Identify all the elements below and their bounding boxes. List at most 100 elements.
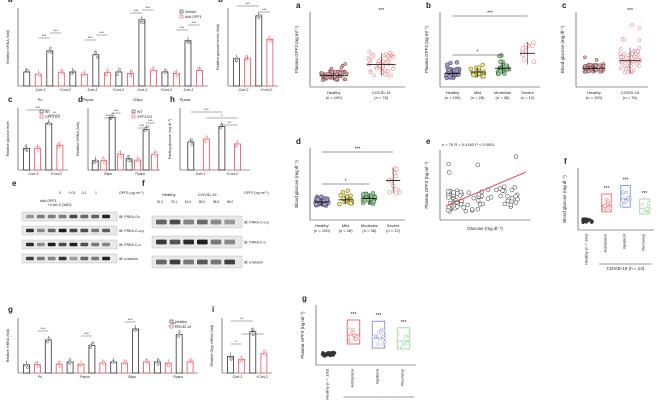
- data-point: [376, 342, 380, 346]
- x-tick-label: Healthy: [315, 223, 329, 228]
- significance-mark: ***: [145, 5, 150, 10]
- data-point: [623, 70, 627, 75]
- data-point: [235, 141, 239, 145]
- data-point: [635, 62, 639, 66]
- panel-letter: a: [8, 0, 13, 4]
- panel-letter: d: [78, 95, 83, 104]
- data-point: [498, 69, 503, 74]
- data-point: [139, 18, 143, 21]
- bar: [45, 123, 53, 171]
- data-point: [381, 335, 385, 339]
- x-tick-label: +Cort-2: [160, 88, 172, 92]
- data-point: [402, 339, 406, 343]
- data-point: [110, 114, 113, 118]
- bar: [255, 15, 263, 87]
- bar: [46, 50, 54, 87]
- data-point: [380, 70, 384, 75]
- data-point: [588, 218, 592, 222]
- x-tick-label: (n = 28): [471, 95, 486, 100]
- gene-label: G6pc: [133, 97, 143, 102]
- data-point: [314, 202, 319, 207]
- band-label: IB: α-tubulin: [244, 261, 263, 265]
- band: [80, 256, 89, 261]
- data-point: [637, 46, 642, 50]
- data-point: [219, 126, 222, 130]
- legend-entry: Vehicle: [185, 10, 196, 14]
- data-point: [58, 365, 62, 368]
- band: [91, 214, 100, 219]
- legend-entry: WT: [45, 110, 51, 114]
- data-point: [190, 143, 194, 146]
- data-point: [220, 123, 224, 127]
- data-point: [106, 69, 109, 73]
- band: [47, 256, 56, 261]
- x-tick-label: +Cort-2: [50, 172, 62, 176]
- data-point: [339, 66, 344, 70]
- significance-mark: **: [53, 110, 57, 115]
- data-point: [333, 69, 338, 74]
- significance-mark: ***: [53, 28, 58, 33]
- data-point: [175, 74, 179, 78]
- data-point: [387, 56, 392, 61]
- data-point: [356, 336, 361, 340]
- data-point: [370, 191, 376, 196]
- data-point: [136, 158, 140, 162]
- data-point: [458, 201, 464, 207]
- significance-mark: ***: [355, 147, 361, 153]
- legend-entry: WT: [137, 110, 143, 114]
- band: [80, 228, 89, 233]
- data-point: [603, 204, 607, 208]
- x-tick-label: (n = 100): [444, 95, 461, 100]
- x-tick-label: (n = 28): [339, 228, 354, 233]
- data-point: [190, 138, 194, 142]
- significance-mark: *: [477, 50, 479, 56]
- bar: [80, 73, 88, 87]
- x-tick-label: G6pc: [104, 172, 113, 176]
- data-point: [463, 208, 469, 214]
- data-point: [95, 159, 98, 163]
- data-point: [263, 353, 266, 356]
- group-label: COVID-19: [198, 192, 217, 197]
- data-point: [37, 146, 40, 149]
- bar: [233, 58, 240, 87]
- significance-mark: *: [345, 179, 347, 185]
- x-tick-label: Inpatient: [375, 368, 380, 384]
- data-point: [189, 358, 192, 361]
- panel-letter: i: [212, 305, 214, 314]
- significance-mark: ***: [40, 326, 45, 331]
- panel-e: e n = 76 R = 0.4163 P < 0.0001 Plasma GPF3…: [424, 137, 530, 231]
- y-axis-label: Plasma GPF3 (ng ml⁻¹): [294, 25, 299, 73]
- band: [80, 242, 89, 247]
- data-point: [144, 359, 148, 363]
- x-tick-label: -Cort-2: [238, 88, 249, 92]
- sample-id: 76.1: [171, 200, 177, 204]
- data-point: [637, 26, 642, 30]
- data-point: [38, 74, 41, 77]
- data-point: [609, 201, 613, 206]
- data-point: [348, 201, 353, 206]
- data-point: [130, 69, 134, 73]
- data-point: [127, 159, 131, 162]
- data-point: [25, 69, 29, 72]
- y-axis-label: Relative mRNA (fold): [6, 30, 10, 64]
- data-point: [187, 360, 191, 364]
- data-point: [124, 359, 128, 363]
- data-point: [587, 69, 591, 74]
- sample-id: 51.0: [157, 200, 163, 204]
- bar: [249, 331, 257, 374]
- bar: [142, 129, 150, 171]
- panel-letter: g: [302, 294, 307, 303]
- data-point: [598, 63, 602, 67]
- data-point: [173, 70, 177, 74]
- panel-letter: b: [426, 1, 431, 10]
- data-point: [407, 333, 412, 337]
- data-point: [167, 362, 170, 366]
- data-point: [469, 207, 475, 212]
- band: [156, 259, 167, 265]
- data-point: [475, 162, 481, 168]
- x-tick-label: -Cort-2: [183, 88, 194, 92]
- panel-letter: f: [142, 179, 145, 188]
- bar: [150, 70, 157, 87]
- data-point: [113, 360, 117, 364]
